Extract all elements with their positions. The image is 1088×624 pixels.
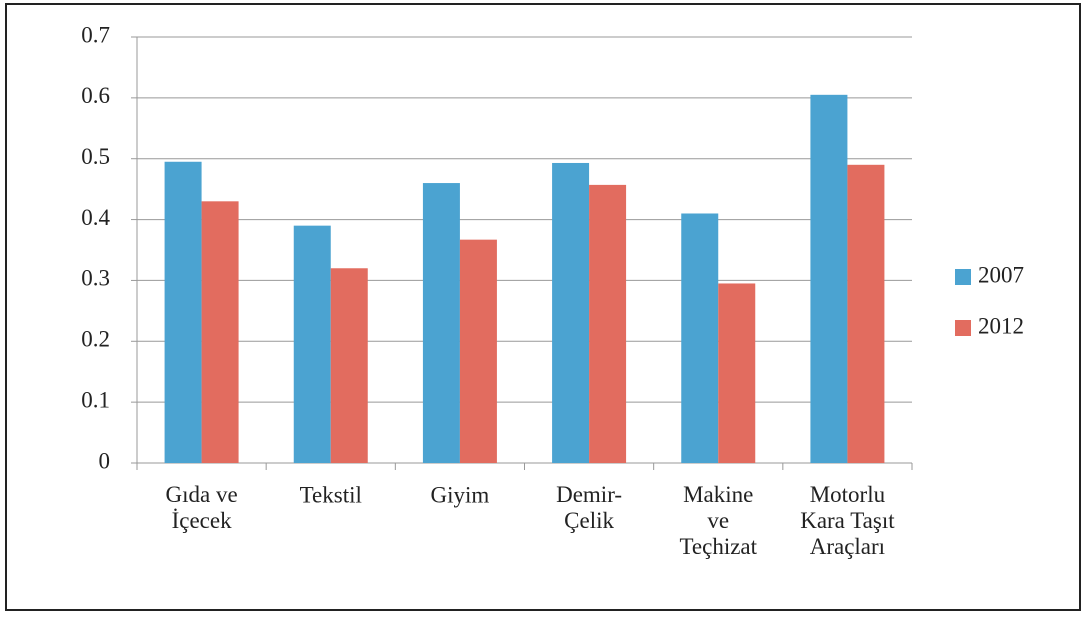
y-tick-label: 0 <box>99 448 111 473</box>
bar <box>330 268 368 463</box>
y-tick-label: 0.4 <box>81 205 110 230</box>
x-tick-label: Tekstil <box>300 482 362 507</box>
bar <box>847 164 885 464</box>
bar <box>201 201 239 464</box>
bar <box>681 213 719 463</box>
chart-frame <box>5 3 1081 611</box>
bar <box>810 94 848 464</box>
bar <box>589 184 627 463</box>
bar <box>718 283 756 463</box>
bar <box>422 183 460 464</box>
x-tick-label: Makine ve Teçhizat <box>679 482 757 559</box>
bar <box>164 161 202 463</box>
y-tick-label: 0.2 <box>81 327 110 352</box>
legend-label: 2007 <box>978 262 1024 287</box>
x-tick-label: Giyim <box>431 482 490 507</box>
y-tick-label: 0.1 <box>81 387 110 412</box>
bar <box>293 225 331 463</box>
y-tick-label: 0.3 <box>81 266 110 291</box>
y-tick-label: 0.6 <box>81 83 110 108</box>
bar <box>459 239 497 463</box>
legend-label: 2012 <box>978 313 1024 338</box>
legend-swatch <box>955 269 971 285</box>
x-tick-label: Demir-Çelik <box>556 482 622 533</box>
y-tick-label: 0.7 <box>81 22 110 47</box>
x-tick-label: Gıda ve İçecek <box>165 482 237 533</box>
y-tick-label: 0.5 <box>81 144 110 169</box>
bar <box>552 162 590 463</box>
legend-swatch <box>955 320 971 336</box>
x-tick-label: Motorlu Kara Taşıt Araçları <box>800 482 895 559</box>
